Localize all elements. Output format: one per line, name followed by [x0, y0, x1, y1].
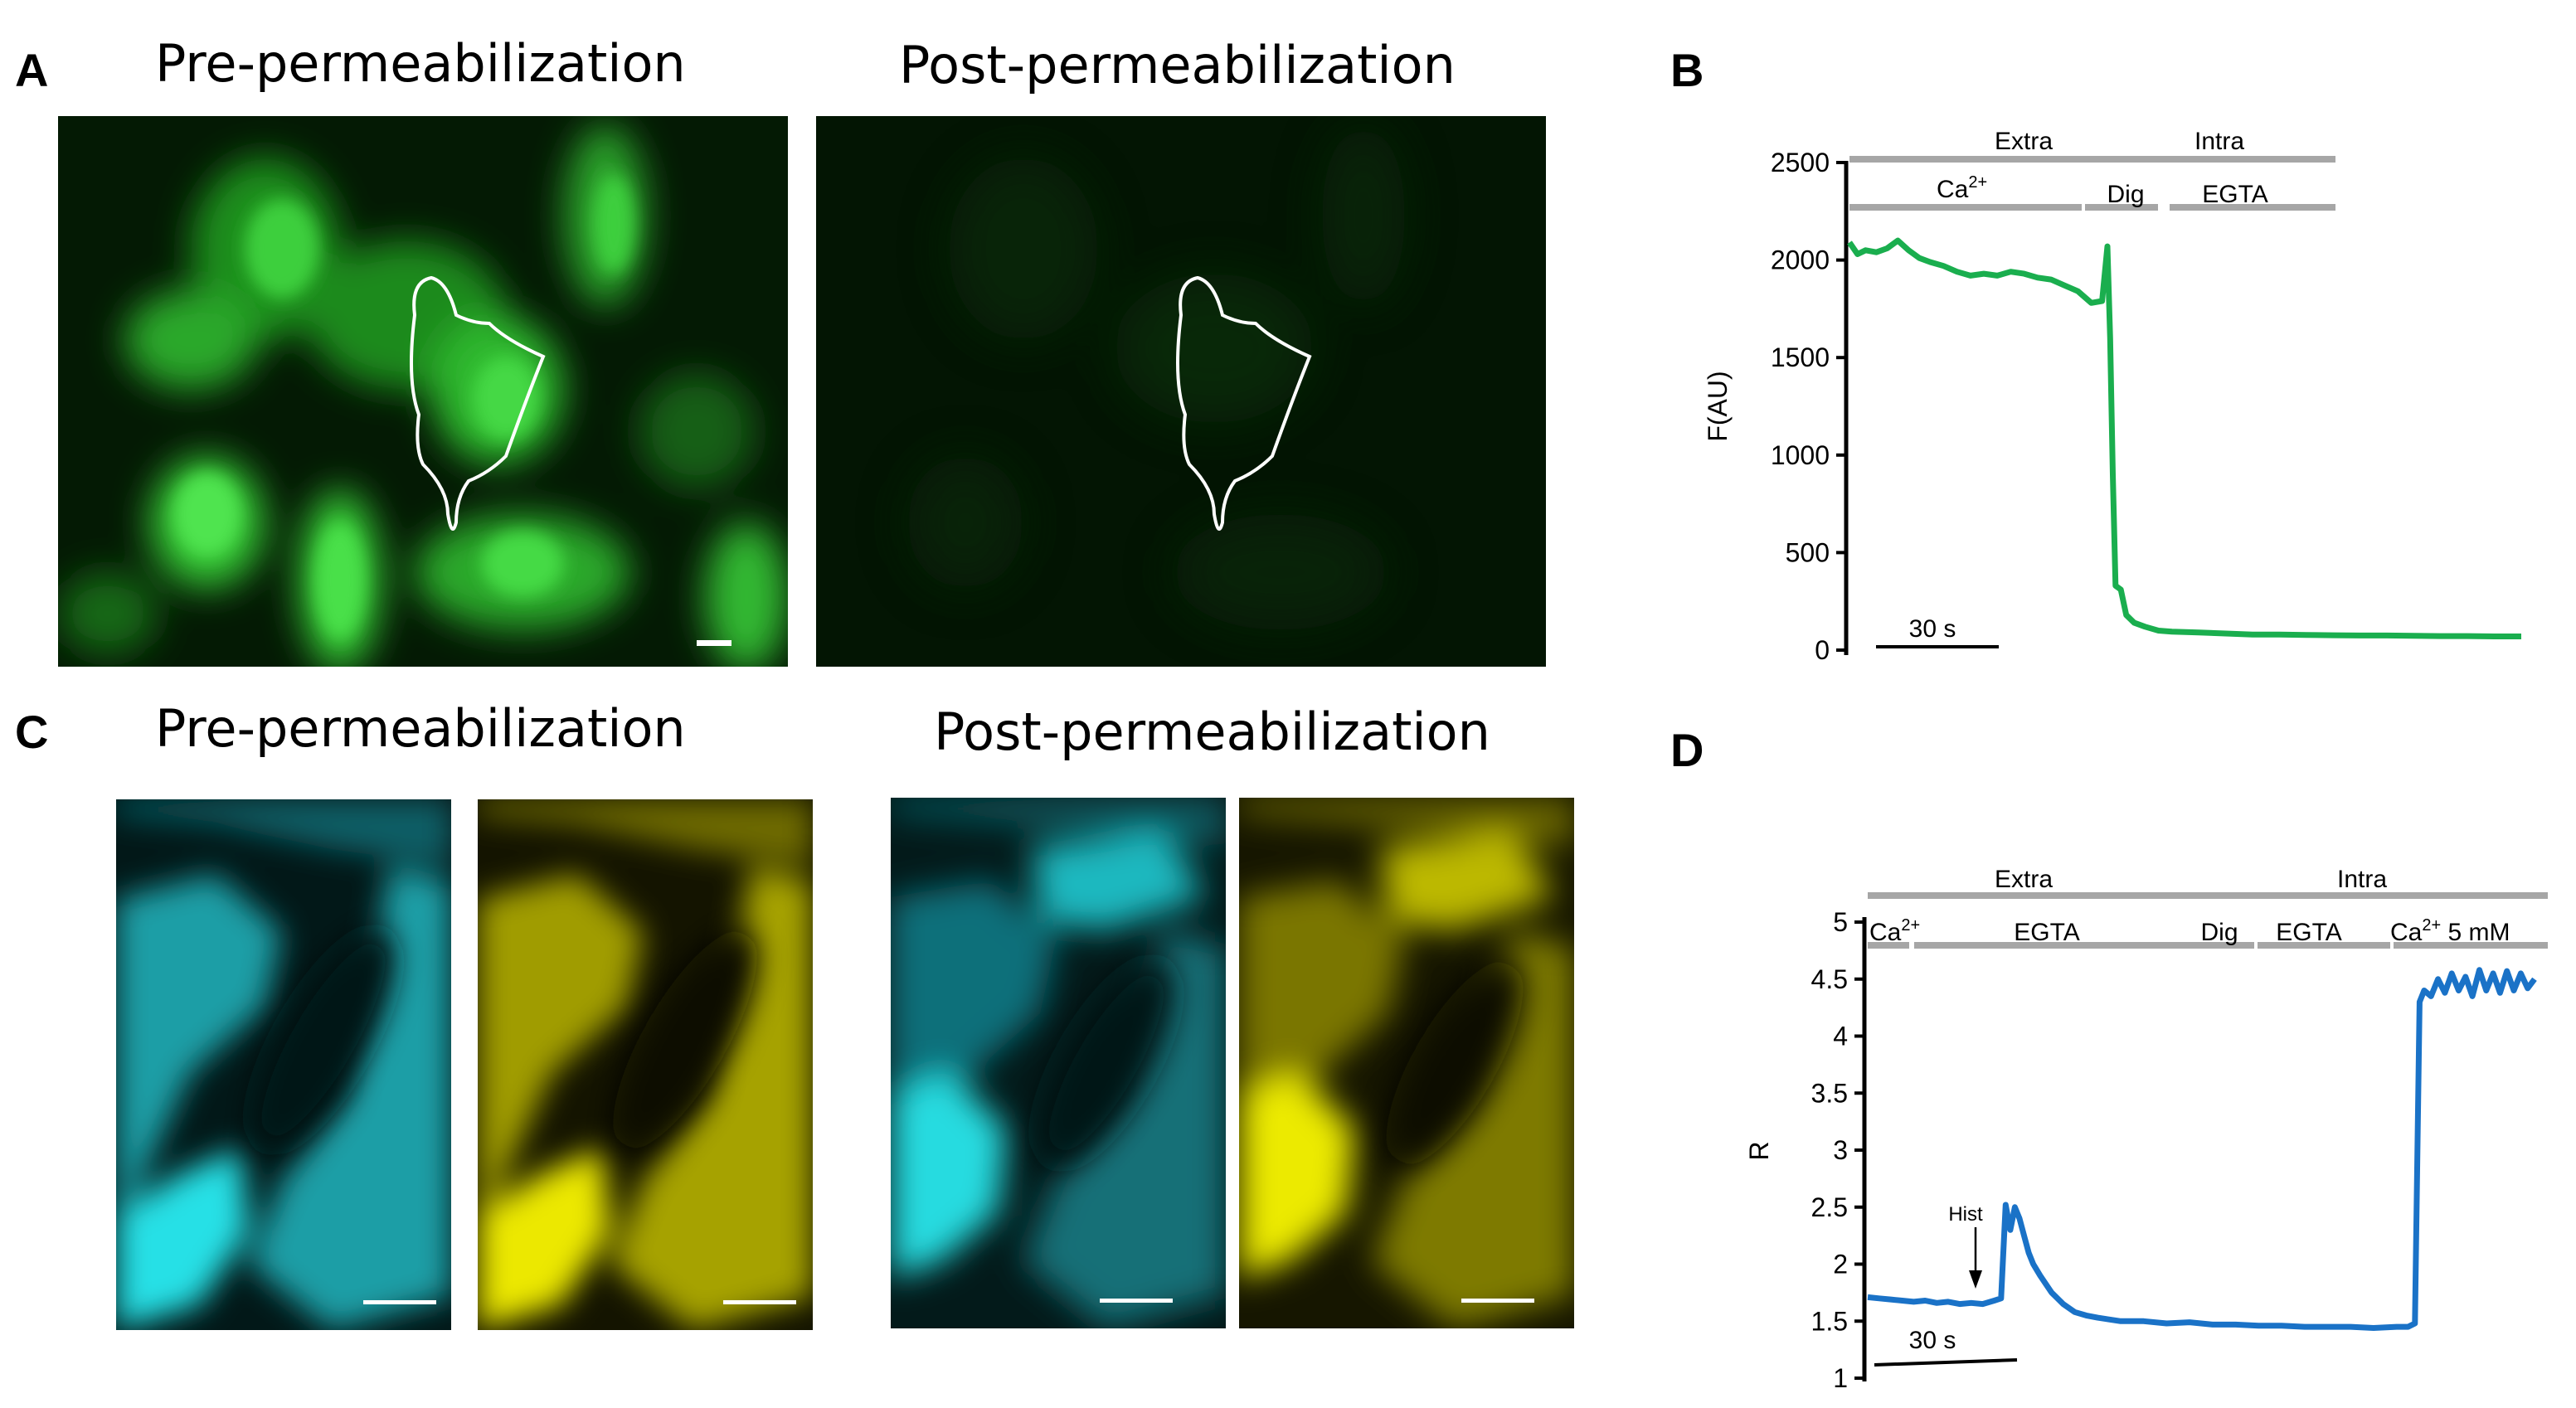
solution-bar-ca — [1868, 942, 1909, 949]
label-extra: Extra — [1995, 128, 2053, 155]
y-tick-label: 0 — [1815, 635, 1830, 665]
y-tick-label: 2000 — [1771, 245, 1830, 275]
y-tick-label: 4.5 — [1811, 964, 1848, 994]
time-scale-label: 30 s — [1909, 1327, 1956, 1354]
ratio-trace — [1867, 967, 2537, 1331]
label-intra: Intra — [2194, 128, 2244, 155]
solution-bar-dig — [2085, 204, 2158, 211]
panel-c-post-cyan-image — [891, 798, 1226, 1328]
panel-c-pre-yellow-image — [478, 799, 813, 1330]
y-tick-label: 3 — [1833, 1135, 1848, 1165]
solution-bar-egta-intra — [2258, 942, 2390, 949]
fluorescence-trace — [1847, 237, 2521, 639]
panel-c-post-yellow-image — [1239, 798, 1574, 1328]
scale-bar — [723, 1300, 796, 1304]
solution-bar-egta — [2170, 204, 2335, 211]
label-dig: Dig — [2200, 919, 2238, 946]
panel-a-right-title: Post-permeabilization — [899, 35, 1456, 95]
label-ca: Ca2+ — [1937, 173, 1987, 203]
label-ca: Ca2+ — [1869, 916, 1920, 946]
y-axis-label: R — [1744, 1141, 1774, 1160]
panel-c-pre-cyan-image — [116, 799, 451, 1330]
panel-letter-a: A — [15, 44, 49, 96]
time-scale-bar — [1874, 1358, 2018, 1367]
y-ticks: 2500 2000 1500 1000 500 0 — [1771, 148, 1846, 665]
label-ca-5mm: Ca2+ 5 mM — [2390, 916, 2510, 946]
y-tick-label: 4 — [1833, 1022, 1848, 1051]
label-intra: Intra — [2337, 866, 2387, 893]
cell-outline — [1176, 275, 1312, 531]
solution-bar-intra — [2199, 892, 2548, 899]
scale-bar — [363, 1300, 436, 1304]
y-tick-label: 2.5 — [1811, 1192, 1848, 1222]
panel-letter-b: B — [1670, 44, 1704, 96]
y-axis-label: F(AU) — [1703, 371, 1733, 441]
time-scale-label: 30 s — [1909, 615, 1956, 643]
hist-arrow-head — [1969, 1270, 1982, 1289]
solution-bar-ca-5mm — [2394, 942, 2548, 949]
panel-a-left-title: Pre-permeabilization — [155, 33, 686, 94]
solution-bar-ca — [1849, 204, 2082, 211]
label-dig: Dig — [2107, 181, 2144, 208]
solution-bar-extra — [1868, 892, 2233, 899]
solution-bar-intra — [2087, 156, 2335, 163]
panel-letter-d: D — [1670, 724, 1704, 776]
y-ticks: 5 4.5 4 3.5 3 2.5 2 1.5 1 — [1811, 907, 1864, 1393]
solution-bar-egta — [1914, 942, 2229, 949]
hist-annotation: Hist — [1948, 1203, 1983, 1226]
panel-c-left-title: Pre-permeabilization — [155, 698, 686, 759]
y-tick-label: 1.5 — [1811, 1306, 1848, 1336]
solution-bar-dig — [2199, 942, 2254, 949]
y-tick-label: 500 — [1786, 537, 1830, 567]
panel-a-post-image — [816, 116, 1546, 667]
label-egta: EGTA — [2202, 181, 2267, 208]
y-tick-label: 2 — [1833, 1250, 1848, 1279]
cell-outline — [410, 275, 546, 531]
panel-a-pre-image — [58, 116, 788, 667]
label-egta-intra: EGTA — [2276, 919, 2341, 946]
y-tick-label: 1000 — [1771, 440, 1830, 470]
scale-bar — [1100, 1299, 1173, 1303]
scale-bar — [697, 640, 731, 646]
solution-bar-extra — [1849, 156, 2088, 163]
label-extra: Extra — [1995, 866, 2053, 893]
panel-letter-c: C — [15, 706, 49, 758]
label-egta: EGTA — [2014, 919, 2079, 946]
scale-bar — [1461, 1299, 1534, 1303]
y-tick-label: 2500 — [1771, 148, 1830, 177]
y-tick-label: 3.5 — [1811, 1078, 1848, 1108]
y-tick-label: 1 — [1833, 1363, 1848, 1393]
panel-c-right-title: Post-permeabilization — [934, 702, 1490, 762]
y-tick-label: 1500 — [1771, 342, 1830, 372]
panel-b-chart: Extra Intra Ca2+ Dig EGTA 2500 2000 1500 10… — [1703, 128, 2521, 665]
panel-d-chart: Extra Intra Ca2+ EGTA Dig EGTA Ca2+ 5 mM… — [1744, 866, 2548, 1393]
y-tick-label: 5 — [1833, 907, 1848, 937]
